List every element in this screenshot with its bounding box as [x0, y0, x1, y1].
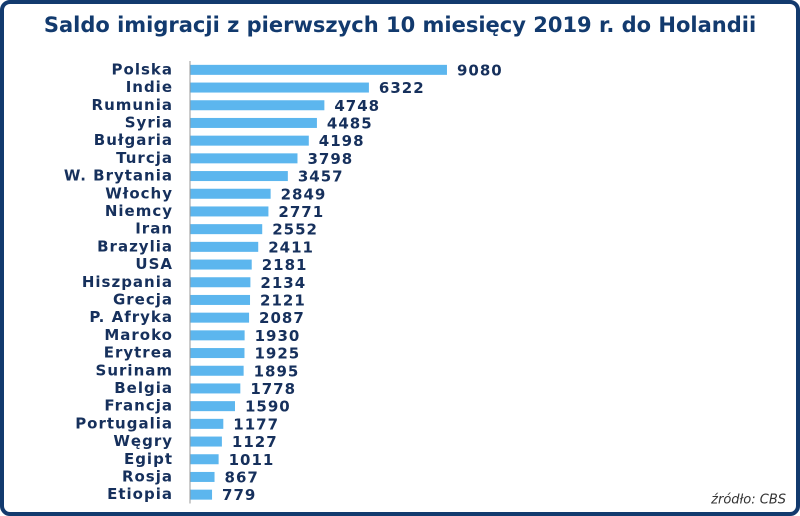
- y-tick-label: Brazylia: [97, 237, 173, 255]
- y-tick-label: Hiszpania: [82, 273, 173, 291]
- y-tick-label: P. Afryka: [89, 308, 173, 326]
- y-tick-label: Etiopia: [107, 485, 173, 503]
- bar: [190, 401, 235, 412]
- bar: [190, 153, 298, 164]
- value-label: 2552: [272, 221, 318, 239]
- bar: [190, 471, 215, 482]
- y-tick-label: Francja: [104, 397, 173, 415]
- value-label: 4485: [327, 114, 373, 132]
- value-label: 1778: [250, 380, 296, 398]
- bar: [190, 206, 269, 217]
- value-label: 1930: [255, 327, 301, 345]
- bar: [190, 171, 288, 182]
- value-label: 2411: [268, 238, 314, 256]
- value-label: 3798: [307, 150, 353, 168]
- value-label: 2771: [278, 203, 324, 221]
- bar: [190, 418, 224, 429]
- value-label: 1011: [229, 451, 275, 469]
- value-label: 2181: [262, 256, 308, 274]
- bar: [190, 330, 245, 341]
- y-tick-label: USA: [135, 255, 173, 273]
- y-tick-label: Grecja: [113, 290, 173, 308]
- bar: [190, 259, 252, 270]
- bar: [190, 454, 219, 465]
- bar: [190, 383, 241, 394]
- value-label: 4748: [334, 97, 380, 115]
- value-label: 2849: [281, 185, 327, 203]
- value-label: 1590: [245, 398, 291, 416]
- y-tick-label: Maroko: [104, 326, 173, 344]
- bar: [190, 188, 271, 199]
- value-label: 779: [222, 486, 256, 504]
- chart-title: Saldo imigracji z pierwszych 10 miesięcy…: [44, 13, 756, 37]
- bar: [190, 100, 325, 111]
- value-label: 867: [225, 468, 259, 486]
- y-tick-label: Węgry: [113, 432, 173, 450]
- bar: [190, 312, 250, 323]
- value-label: 1925: [254, 345, 300, 363]
- bar: [190, 241, 259, 252]
- value-label: 1127: [232, 433, 278, 451]
- y-tick-label: Niemcy: [105, 202, 173, 220]
- bar: [190, 277, 251, 288]
- source: źródło: CBS: [710, 493, 786, 508]
- y-tick-label: Belgia: [114, 379, 173, 397]
- y-tick-label: Bułgaria: [94, 131, 173, 149]
- value-label: 1177: [233, 415, 279, 433]
- bar: [190, 135, 309, 146]
- bar: [190, 365, 244, 376]
- value-label: 3457: [298, 168, 344, 186]
- y-tick-label: Indie: [126, 78, 173, 96]
- bar: [190, 436, 222, 447]
- y-tick-label: Włochy: [105, 184, 173, 202]
- bar: [190, 64, 447, 75]
- y-tick-label: Erytrea: [104, 344, 173, 362]
- y-tick-label: Rumunia: [92, 96, 173, 114]
- y-tick-label: Surinam: [96, 361, 173, 379]
- bar: [190, 348, 245, 359]
- value-label: 9080: [457, 61, 503, 79]
- value-label: 4198: [319, 132, 365, 150]
- value-label: 1895: [254, 362, 300, 380]
- y-tick-label: Rosja: [122, 467, 173, 485]
- y-tick-label: Syria: [125, 113, 173, 131]
- bar: [190, 294, 251, 305]
- y-tick-label: Iran: [135, 220, 173, 238]
- bar: [190, 82, 369, 93]
- y-tick-label: Portugalia: [75, 414, 173, 432]
- bar: [190, 224, 263, 235]
- bar: [190, 117, 317, 128]
- value-label: 2121: [260, 291, 306, 309]
- y-tick-label: Polska: [112, 60, 173, 78]
- value-label: 2134: [260, 274, 306, 292]
- bar: [190, 489, 213, 500]
- value-label: 2087: [259, 309, 305, 327]
- y-tick-label: Turcja: [116, 149, 173, 167]
- value-label: 6322: [379, 79, 425, 97]
- y-tick-label: W. Brytania: [64, 167, 173, 185]
- y-tick-label: Egipt: [124, 450, 173, 468]
